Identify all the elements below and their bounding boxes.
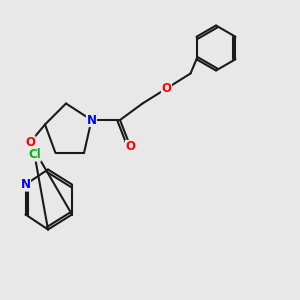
Text: O: O — [25, 136, 35, 149]
Text: O: O — [161, 82, 172, 95]
Text: N: N — [86, 113, 97, 127]
Text: Cl: Cl — [28, 148, 41, 161]
Text: N: N — [20, 178, 31, 191]
Text: O: O — [125, 140, 136, 154]
